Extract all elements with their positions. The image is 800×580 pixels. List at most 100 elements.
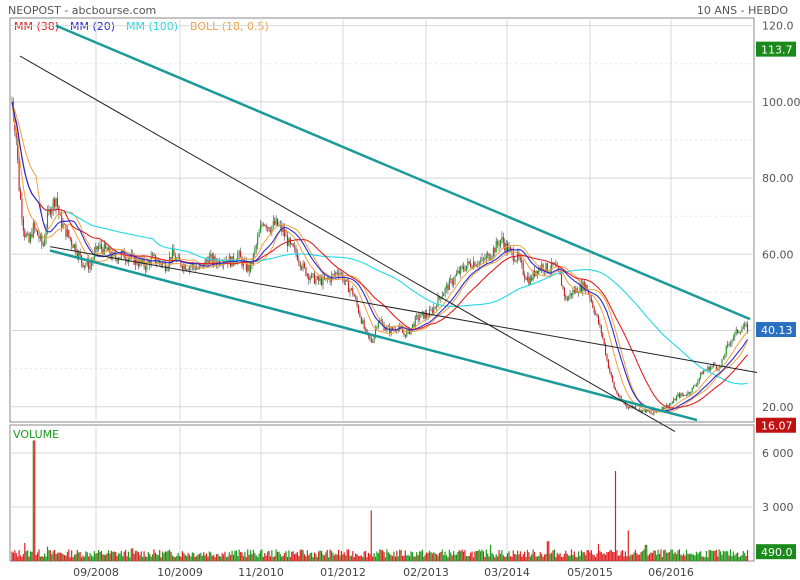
candle-body bbox=[633, 406, 635, 408]
candle-body bbox=[240, 251, 242, 258]
volume-bar bbox=[302, 550, 304, 561]
volume-tick-label: 6 000 bbox=[762, 447, 794, 460]
candle-body bbox=[711, 365, 713, 368]
candle-body bbox=[684, 395, 686, 397]
volume-bar bbox=[680, 554, 682, 561]
volume-bar bbox=[667, 552, 669, 561]
volume-bar bbox=[144, 556, 147, 561]
volume-bar bbox=[272, 556, 274, 561]
volume-bar bbox=[570, 549, 573, 561]
volume-bar bbox=[675, 554, 678, 561]
volume-bar bbox=[396, 550, 398, 561]
candle-body bbox=[443, 293, 445, 296]
candle-body bbox=[599, 323, 601, 326]
candle-body bbox=[437, 296, 439, 308]
volume-bar bbox=[737, 552, 739, 561]
volume-bar bbox=[499, 553, 502, 561]
date-tick-label: 09/2008 bbox=[73, 566, 119, 579]
candle-body bbox=[673, 398, 675, 403]
volume-bar bbox=[161, 551, 164, 561]
volume-bar bbox=[411, 552, 414, 561]
candle-body bbox=[24, 230, 26, 238]
volume-bar bbox=[619, 555, 621, 561]
volume-bar bbox=[541, 553, 543, 561]
volume-bar bbox=[312, 557, 314, 561]
candle-body bbox=[481, 258, 483, 261]
volume-bar bbox=[46, 546, 49, 561]
candle-body bbox=[372, 342, 374, 343]
volume-bar bbox=[721, 554, 723, 561]
volume-bar bbox=[515, 554, 517, 561]
volume-bar bbox=[700, 551, 702, 561]
volume-bar bbox=[69, 557, 71, 561]
volume-bar bbox=[735, 553, 737, 561]
value-badges: 113.7 40.13 16.07 490.0 bbox=[756, 41, 796, 560]
volume-bar bbox=[647, 555, 649, 561]
volume-bar bbox=[279, 554, 281, 561]
volume-bar bbox=[286, 556, 289, 561]
candle-body bbox=[356, 298, 358, 306]
volume-bar bbox=[423, 556, 425, 561]
candle-body bbox=[52, 199, 54, 210]
candle-body bbox=[211, 254, 213, 264]
candle-body bbox=[666, 404, 668, 408]
volume-bar bbox=[90, 555, 93, 561]
volume-bar bbox=[519, 551, 521, 561]
volume-bar bbox=[516, 550, 519, 561]
volume-bar bbox=[629, 555, 631, 561]
candle-body bbox=[217, 260, 219, 266]
volume-bar bbox=[122, 556, 124, 561]
volume-bar bbox=[183, 552, 185, 561]
volume-bar bbox=[492, 554, 494, 561]
volume-bar bbox=[379, 549, 381, 561]
volume-bar bbox=[401, 556, 404, 561]
volume-bar bbox=[627, 530, 629, 561]
volume-bar bbox=[130, 548, 132, 561]
volume-bar bbox=[637, 554, 639, 561]
candle-body bbox=[529, 277, 531, 285]
volume-bar bbox=[690, 553, 692, 561]
volume-bar bbox=[454, 554, 456, 561]
candle-body bbox=[250, 262, 252, 272]
candle-body bbox=[470, 263, 472, 268]
candle-body bbox=[562, 285, 564, 288]
volume-bar bbox=[461, 549, 463, 561]
volume-bar bbox=[745, 555, 747, 561]
volume-bar bbox=[51, 554, 53, 561]
date-tick-label: 02/2013 bbox=[403, 566, 449, 579]
volume-bar bbox=[127, 551, 130, 561]
candle-body bbox=[663, 407, 665, 410]
candle-body bbox=[454, 275, 456, 282]
volume-bar bbox=[211, 555, 213, 561]
candle-body bbox=[85, 264, 87, 266]
volume-bar bbox=[734, 555, 736, 561]
volume-bar bbox=[112, 551, 114, 561]
candle-body bbox=[707, 366, 709, 370]
candle-body bbox=[181, 266, 183, 269]
price-panel-border bbox=[9, 17, 755, 423]
volume-bar bbox=[376, 551, 378, 561]
candle-body bbox=[309, 277, 311, 280]
volume-bar bbox=[197, 554, 199, 561]
candle-body bbox=[667, 404, 669, 407]
candle-body bbox=[455, 273, 458, 276]
candle-body bbox=[262, 224, 264, 226]
candle-body bbox=[702, 371, 705, 375]
volume-bar bbox=[488, 556, 490, 561]
volume-bar bbox=[45, 556, 47, 561]
candle-body bbox=[525, 278, 527, 280]
volume-bar bbox=[63, 555, 66, 561]
candle-body bbox=[126, 260, 128, 263]
volume-bar bbox=[448, 549, 450, 561]
volume-bar bbox=[508, 551, 510, 561]
price-tick-label: 60.00 bbox=[762, 248, 794, 261]
candle-body bbox=[451, 278, 453, 285]
candle-body bbox=[268, 227, 270, 231]
volume-bar bbox=[431, 553, 433, 561]
candle-body bbox=[507, 243, 509, 252]
volume-bar bbox=[372, 556, 374, 561]
volume-bar bbox=[633, 552, 635, 561]
volume-bar bbox=[315, 553, 317, 561]
candle-body bbox=[704, 370, 706, 372]
candle-body bbox=[299, 262, 301, 267]
